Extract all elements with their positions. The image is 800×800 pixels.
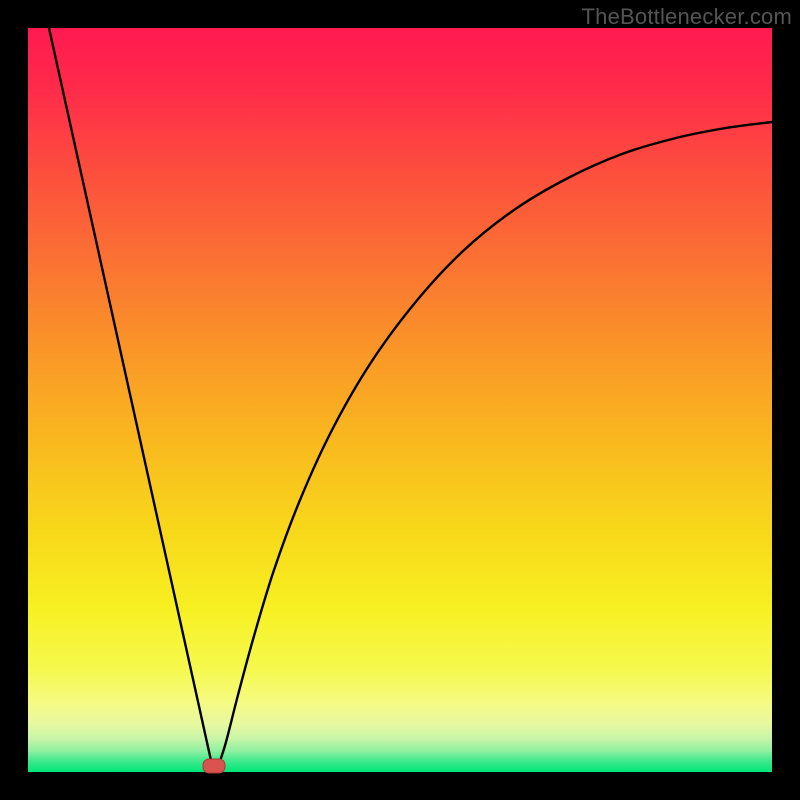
vertex-marker [203, 759, 225, 773]
chart-background [28, 28, 772, 772]
watermark-text: TheBottlenecker.com [582, 4, 792, 30]
chart-svg [0, 0, 800, 800]
chart-container: TheBottlenecker.com [0, 0, 800, 800]
